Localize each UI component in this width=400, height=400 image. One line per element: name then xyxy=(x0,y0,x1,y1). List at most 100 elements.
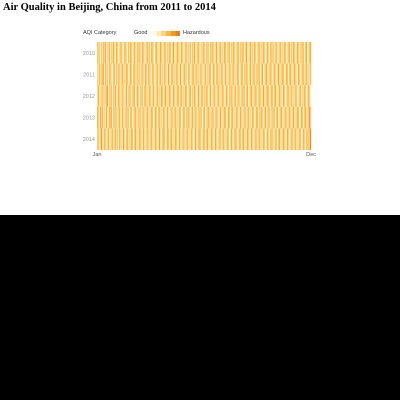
heatmap-cell xyxy=(187,128,189,150)
heatmap-cell xyxy=(153,85,154,107)
heatmap-cell xyxy=(277,128,278,150)
heatmap-cell xyxy=(139,63,141,86)
heatmap-cell xyxy=(212,106,214,129)
heatmap-cell xyxy=(249,42,251,64)
heatmap-cell xyxy=(160,128,162,150)
heatmap-cell xyxy=(184,42,186,64)
heatmap-cell xyxy=(165,42,167,64)
heatmap-cell xyxy=(183,42,184,64)
heatmap-cell xyxy=(234,85,236,107)
heatmap-cell xyxy=(256,106,257,129)
heatmap-cell xyxy=(303,63,305,86)
heatmap-cell xyxy=(280,42,282,64)
legend-swatch xyxy=(156,31,162,36)
heatmap-cell xyxy=(278,128,280,150)
heatmap-cell xyxy=(151,85,153,107)
heatmap-cell xyxy=(116,85,118,107)
heatmap-cell xyxy=(238,42,240,64)
heatmap-cell xyxy=(185,63,186,86)
heatmap-cell xyxy=(204,63,206,86)
heatmap-cell xyxy=(171,85,173,107)
heatmap-cell xyxy=(220,85,222,107)
heatmap-cell xyxy=(310,42,312,64)
heatmap-cell xyxy=(236,106,237,129)
heatmap-cell xyxy=(274,85,276,107)
heatmap-cell xyxy=(149,85,150,107)
heatmap-cell xyxy=(229,106,231,129)
heatmap-cell xyxy=(232,106,234,129)
heatmap-cell xyxy=(116,128,118,150)
heatmap-cell xyxy=(210,128,212,150)
heatmap-cell xyxy=(196,128,198,150)
heatmap-cell xyxy=(135,106,136,129)
heatmap-cell xyxy=(238,63,240,86)
heatmap-cell xyxy=(310,63,312,86)
heatmap-cell xyxy=(218,85,219,107)
heatmap-cell xyxy=(131,128,133,150)
heatmap-cell xyxy=(221,128,223,150)
heatmap-cell xyxy=(167,106,168,129)
heatmap-cell xyxy=(218,106,220,129)
heatmap-cell xyxy=(297,106,299,129)
heatmap-cell xyxy=(196,63,198,86)
heatmap-cell xyxy=(191,42,193,64)
heatmap-cell xyxy=(162,63,164,86)
heatmap-cell xyxy=(110,106,111,129)
heatmap-cell xyxy=(103,106,104,129)
heatmap-cell xyxy=(211,85,212,107)
heatmap-cell xyxy=(182,106,184,129)
heatmap-cell xyxy=(138,128,140,150)
heatmap-cell xyxy=(282,106,284,129)
heatmap-cell xyxy=(112,128,113,150)
heatmap-cell xyxy=(277,63,278,86)
heatmap-cell xyxy=(274,106,276,129)
heatmap-cell xyxy=(154,85,156,107)
heatmap-cell xyxy=(130,106,131,129)
heatmap-cell xyxy=(148,128,149,150)
heatmap-cell xyxy=(264,42,266,64)
heatmap-cell xyxy=(169,85,171,107)
heatmap-cell xyxy=(301,128,303,150)
heatmap-cell xyxy=(260,106,262,129)
heatmap-cell xyxy=(163,42,165,64)
heatmap-cell xyxy=(180,85,182,107)
heatmap-cell xyxy=(281,42,283,64)
heatmap-cell xyxy=(192,128,193,150)
heatmap-cell xyxy=(135,85,137,107)
heatmap-cell xyxy=(232,85,234,107)
heatmap-cell xyxy=(243,85,245,107)
heatmap-cell xyxy=(115,128,117,150)
heatmap-cell xyxy=(293,106,295,129)
heatmap-cell xyxy=(166,63,168,86)
heatmap-cell xyxy=(284,85,286,107)
heatmap-cell xyxy=(174,85,176,107)
heatmap-cell xyxy=(293,42,295,64)
heatmap-cell xyxy=(178,63,179,86)
heatmap-cell xyxy=(101,63,103,86)
heatmap-cell xyxy=(277,63,279,86)
legend-swatch xyxy=(170,31,176,36)
heatmap-cell xyxy=(224,106,226,129)
heatmap-cell xyxy=(142,106,143,129)
heatmap-cell xyxy=(127,63,129,86)
heatmap-cell xyxy=(104,106,106,129)
y-tick-label: 2011 xyxy=(83,72,95,78)
heatmap-cell xyxy=(244,128,246,150)
heatmap-cell xyxy=(227,128,228,150)
heatmap-cell xyxy=(287,106,289,129)
heatmap-cell xyxy=(270,63,272,86)
legend-low-label: Good xyxy=(134,30,148,36)
heatmap-cell xyxy=(219,42,220,64)
heatmap-cell xyxy=(150,106,152,129)
heatmap-cell xyxy=(262,85,263,107)
heatmap-cell xyxy=(211,128,213,150)
heatmap-cell xyxy=(174,106,176,129)
heatmap-cell xyxy=(219,128,221,150)
heatmap-cell xyxy=(145,85,146,107)
heatmap-cell xyxy=(190,63,191,86)
heatmap-cell xyxy=(233,63,235,86)
heatmap-cell xyxy=(241,42,243,64)
heatmap-cell xyxy=(210,42,212,64)
heatmap-cell xyxy=(195,85,196,107)
heatmap-cell xyxy=(194,106,196,129)
